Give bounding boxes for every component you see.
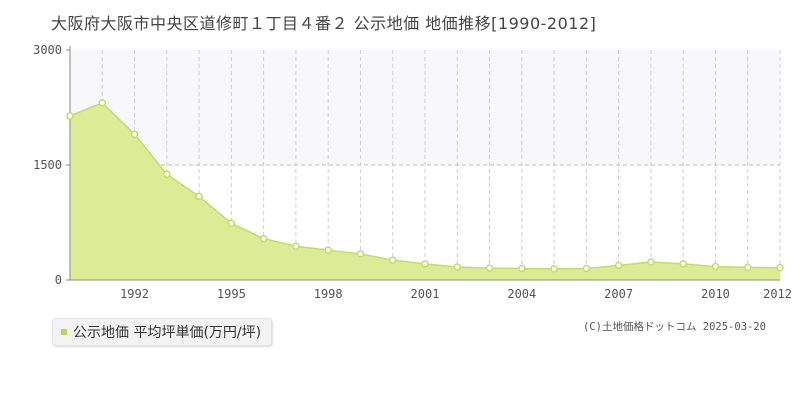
data-point — [518, 264, 526, 273]
data-point — [259, 234, 268, 243]
data-point — [324, 246, 332, 254]
x-tick-label: 2007 — [604, 287, 633, 301]
chart-title: 大阪府大阪市中央区道修町１丁目４番２ 公示地価 地価推移[1990-2012] — [51, 14, 597, 33]
data-point — [130, 130, 139, 139]
data-point — [66, 112, 74, 120]
data-point — [421, 260, 429, 268]
legend-label: 公示地価 平均坪単価(万円/坪) — [73, 325, 262, 341]
legend-swatch-icon — [61, 329, 67, 335]
x-tick-label: 1995 — [217, 287, 246, 301]
data-point — [388, 256, 397, 264]
data-point — [776, 263, 784, 272]
data-point — [292, 242, 300, 251]
data-point — [743, 263, 752, 272]
data-point — [614, 261, 623, 270]
data-point — [647, 258, 655, 266]
series-area — [70, 102, 780, 281]
data-point — [679, 260, 687, 268]
y-tick-label: 1500 — [33, 158, 62, 172]
data-point — [485, 264, 494, 272]
data-point — [711, 262, 720, 271]
x-tick-label: 1998 — [314, 287, 343, 301]
data-point — [227, 219, 236, 228]
y-tick-label: 3000 — [33, 43, 62, 57]
data-point — [550, 265, 558, 273]
data-point — [98, 99, 107, 107]
data-point — [195, 192, 203, 201]
credit-text: (C)土地価格ドットコム 2025-03-20 — [582, 321, 766, 333]
data-point — [453, 263, 462, 271]
x-tick-label: 2004 — [507, 287, 536, 301]
legend: 公示地価 平均坪単価(万円/坪) — [52, 318, 273, 346]
y-tick-label: 0 — [55, 273, 62, 287]
data-point — [356, 250, 365, 258]
x-tick-label: 2012 — [763, 287, 792, 301]
x-tick-label: 2001 — [411, 287, 440, 301]
x-tick-label: 2010 — [701, 287, 730, 301]
data-point — [582, 264, 591, 273]
x-tick-label: 1992 — [120, 287, 149, 301]
data-point — [163, 170, 171, 178]
